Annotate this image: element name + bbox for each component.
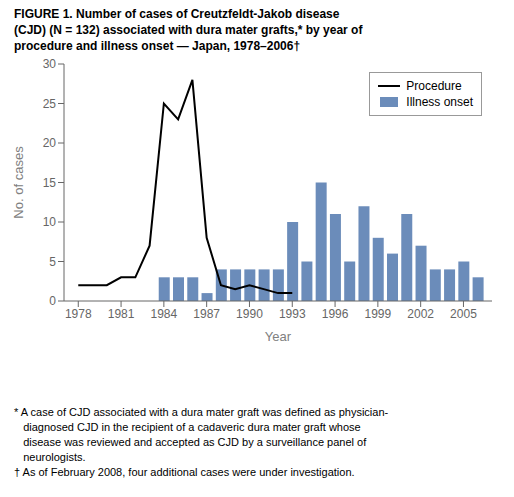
html-text:* A case of CJD associated wit: * A case of CJD associated with a dura m…	[14, 406, 389, 418]
svg-text:1999: 1999	[365, 307, 392, 321]
svg-text:1981: 1981	[108, 307, 135, 321]
svg-text:Year: Year	[265, 329, 292, 344]
svg-text:30: 30	[43, 57, 57, 71]
svg-text:1978: 1978	[65, 307, 92, 321]
svg-text:15: 15	[43, 176, 57, 190]
html-text:(CJD) (N = 132) associated wit: (CJD) (N = 132) associated with dura mat…	[14, 23, 363, 37]
html-text:FIGURE 1. Number of cases of C: FIGURE 1. Number of cases of Creutzfeldt…	[14, 7, 340, 21]
svg-text:20: 20	[43, 136, 57, 150]
svg-text:2005: 2005	[450, 307, 477, 321]
svg-text:1996: 1996	[322, 307, 349, 321]
svg-text:0: 0	[49, 294, 56, 308]
svg-text:No. of cases: No. of cases	[11, 146, 26, 219]
html-text:neurologists.: neurologists.	[14, 451, 86, 463]
html-text:diagnosed CJD in the recipient: diagnosed CJD in the recipient of a cada…	[14, 421, 361, 433]
svg-text:1984: 1984	[151, 307, 178, 321]
svg-text:1990: 1990	[236, 307, 263, 321]
svg-text:2002: 2002	[407, 307, 434, 321]
svg-text:25: 25	[43, 97, 57, 111]
svg-text:5: 5	[49, 255, 56, 269]
svg-text:1987: 1987	[193, 307, 220, 321]
html-text:Procedure: Procedure	[406, 79, 462, 93]
html-text:procedure and illness onset —: procedure and illness onset — Japan, 197…	[14, 39, 301, 53]
svg-text:1993: 1993	[279, 307, 306, 321]
html-text:disease was reviewed and accep: disease was reviewed and accepted as CJD…	[14, 436, 367, 448]
html-text:† As of February 2008, four ad: † As of February 2008, four additional c…	[14, 466, 355, 478]
svg-text:10: 10	[43, 215, 57, 229]
html-text:Illness onset: Illness onset	[406, 95, 473, 109]
